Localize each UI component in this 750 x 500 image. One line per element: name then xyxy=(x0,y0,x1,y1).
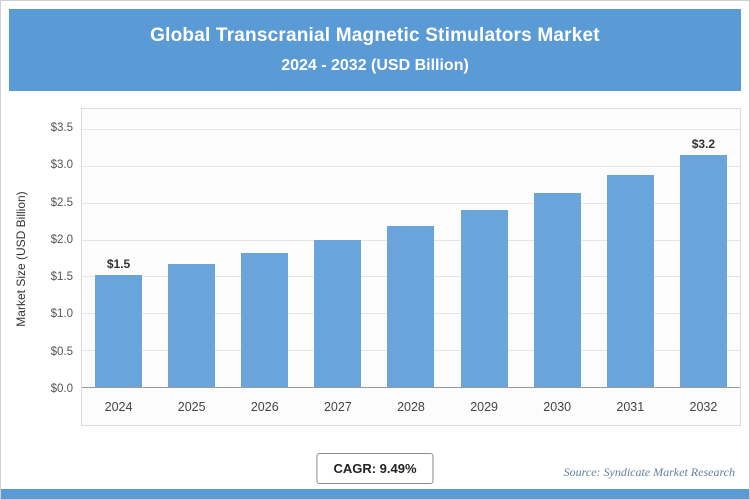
y-tick-label: $3.0 xyxy=(50,159,73,172)
bar-2026 xyxy=(241,252,289,387)
y-axis-tick-labels: $0.0 $0.5 $1.0 $1.5 $2.0 $2.5 $3.0 $3.5 xyxy=(29,122,73,395)
x-tick-label: 2029 xyxy=(470,399,498,414)
y-tick-label: $1.0 xyxy=(50,308,73,321)
cagr-badge: CAGR: 9.49% xyxy=(316,453,434,484)
bar-slot xyxy=(448,129,521,387)
bar-2031 xyxy=(606,175,654,387)
y-tick-label: $2.5 xyxy=(50,196,73,209)
bar-2024 xyxy=(95,274,143,387)
bar-slot: $3.2 xyxy=(667,129,740,387)
chart-title: Global Transcranial Magnetic Stimulators… xyxy=(150,25,600,46)
bar-slot xyxy=(228,129,301,387)
bar-slot xyxy=(521,129,594,387)
x-tick-label: 2031 xyxy=(616,399,645,414)
bar-slot xyxy=(594,129,667,387)
bar-2027 xyxy=(314,239,362,387)
bar-value-label: $1.5 xyxy=(106,256,131,271)
x-axis-tick-labels: 2024 2025 2026 2027 2028 2029 2030 2031 2032 xyxy=(82,388,740,425)
bar-2028 xyxy=(387,225,435,387)
bar-slot: $1.5 xyxy=(82,129,155,387)
y-tick-label: $0.5 xyxy=(50,345,73,358)
source-text: Source: Syndicate Market Research xyxy=(563,465,735,479)
bar-value-label: $3.2 xyxy=(691,136,716,151)
bar-slot xyxy=(155,129,228,387)
chart-panel: $1.5 $3.2 2024 2025 2026 2027 2028 2029 2030 203… xyxy=(81,108,741,426)
gridline xyxy=(82,129,740,130)
bar-slot xyxy=(301,129,374,387)
bar-2029 xyxy=(460,210,508,387)
x-tick-label: 2030 xyxy=(543,399,572,414)
x-tick-label: 2028 xyxy=(397,399,425,414)
plot-area: $1.5 $3.2 xyxy=(82,129,740,388)
y-tick-label: $2.0 xyxy=(50,233,73,246)
y-tick-label: $1.5 xyxy=(50,271,73,284)
bottom-accent-bar xyxy=(1,489,749,499)
y-tick-label: $3.5 xyxy=(50,122,73,134)
bar-2025 xyxy=(168,263,216,387)
x-tick-label: 2027 xyxy=(323,399,352,414)
gridline xyxy=(82,202,740,204)
x-tick-label: 2024 xyxy=(104,399,133,414)
bar-2032 xyxy=(679,154,727,387)
bar-slot xyxy=(374,129,447,387)
chart-header: Global Transcranial Magnetic Stimulators… xyxy=(9,9,741,91)
x-tick-label: 2026 xyxy=(250,399,279,414)
bars: $1.5 $3.2 xyxy=(82,129,740,387)
y-axis-title: Market Size (USD Billion) xyxy=(14,191,28,327)
x-tick-label: 2032 xyxy=(689,399,718,414)
bar-2030 xyxy=(533,193,581,387)
x-tick-label: 2025 xyxy=(177,399,206,414)
chart-subtitle: 2024 - 2032 (USD Billion) xyxy=(281,57,469,74)
y-tick-label: $0.0 xyxy=(50,383,73,395)
gridline xyxy=(82,165,740,167)
